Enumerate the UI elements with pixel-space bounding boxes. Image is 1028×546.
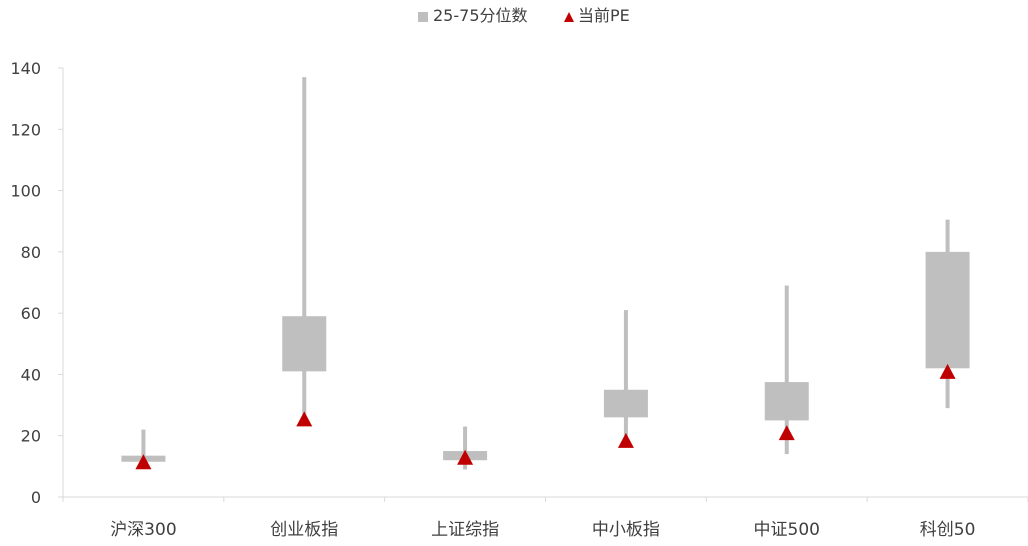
current-pe-marker [939,363,956,379]
whisker [463,426,468,470]
legend-iqr-label: 25-75分位数 [433,6,528,25]
whisker [623,310,628,436]
current-pe-marker [457,449,474,465]
current-pe-marker [778,425,795,441]
whisker [141,429,146,464]
y-tick-label: 40 [21,365,41,384]
whisker [302,77,307,421]
y-tick-label: 120 [10,120,41,139]
iqr-box [282,316,327,372]
whisker [784,285,789,455]
legend-iqr-swatch [418,12,428,22]
current-pe-marker [135,454,152,470]
legend: 25-75分位数 当前PE [418,6,630,25]
current-pe-marker [617,432,634,448]
y-tick-label: 140 [10,59,41,78]
iqr-box [925,251,970,369]
y-tick-label: 0 [31,488,41,507]
current-pe-marker [296,411,313,427]
x-tick-label: 中证500 [754,520,820,540]
y-tick-label: 80 [21,243,41,262]
x-tick-label: 中小板指 [592,520,660,540]
x-axis: 沪深300 创业板指 上证综指 中小板指 中证500 科创50 [62,496,1028,540]
x-tick-label: 沪深300 [110,520,176,540]
iqr-box [764,382,809,421]
y-tick-label: 20 [21,427,41,446]
y-tick-label: 60 [21,304,41,323]
legend-current-marker [564,12,574,22]
y-tick-label: 100 [10,182,41,201]
plot-area [121,77,970,470]
iqr-box [603,389,648,418]
x-tick-label: 创业板指 [270,520,338,540]
legend-current-label: 当前PE [578,6,630,25]
x-tick-label: 上证综指 [431,520,499,540]
y-axis: 0 20 40 60 80 100 120 140 [10,59,64,507]
x-tick-label: 科创50 [920,520,976,540]
